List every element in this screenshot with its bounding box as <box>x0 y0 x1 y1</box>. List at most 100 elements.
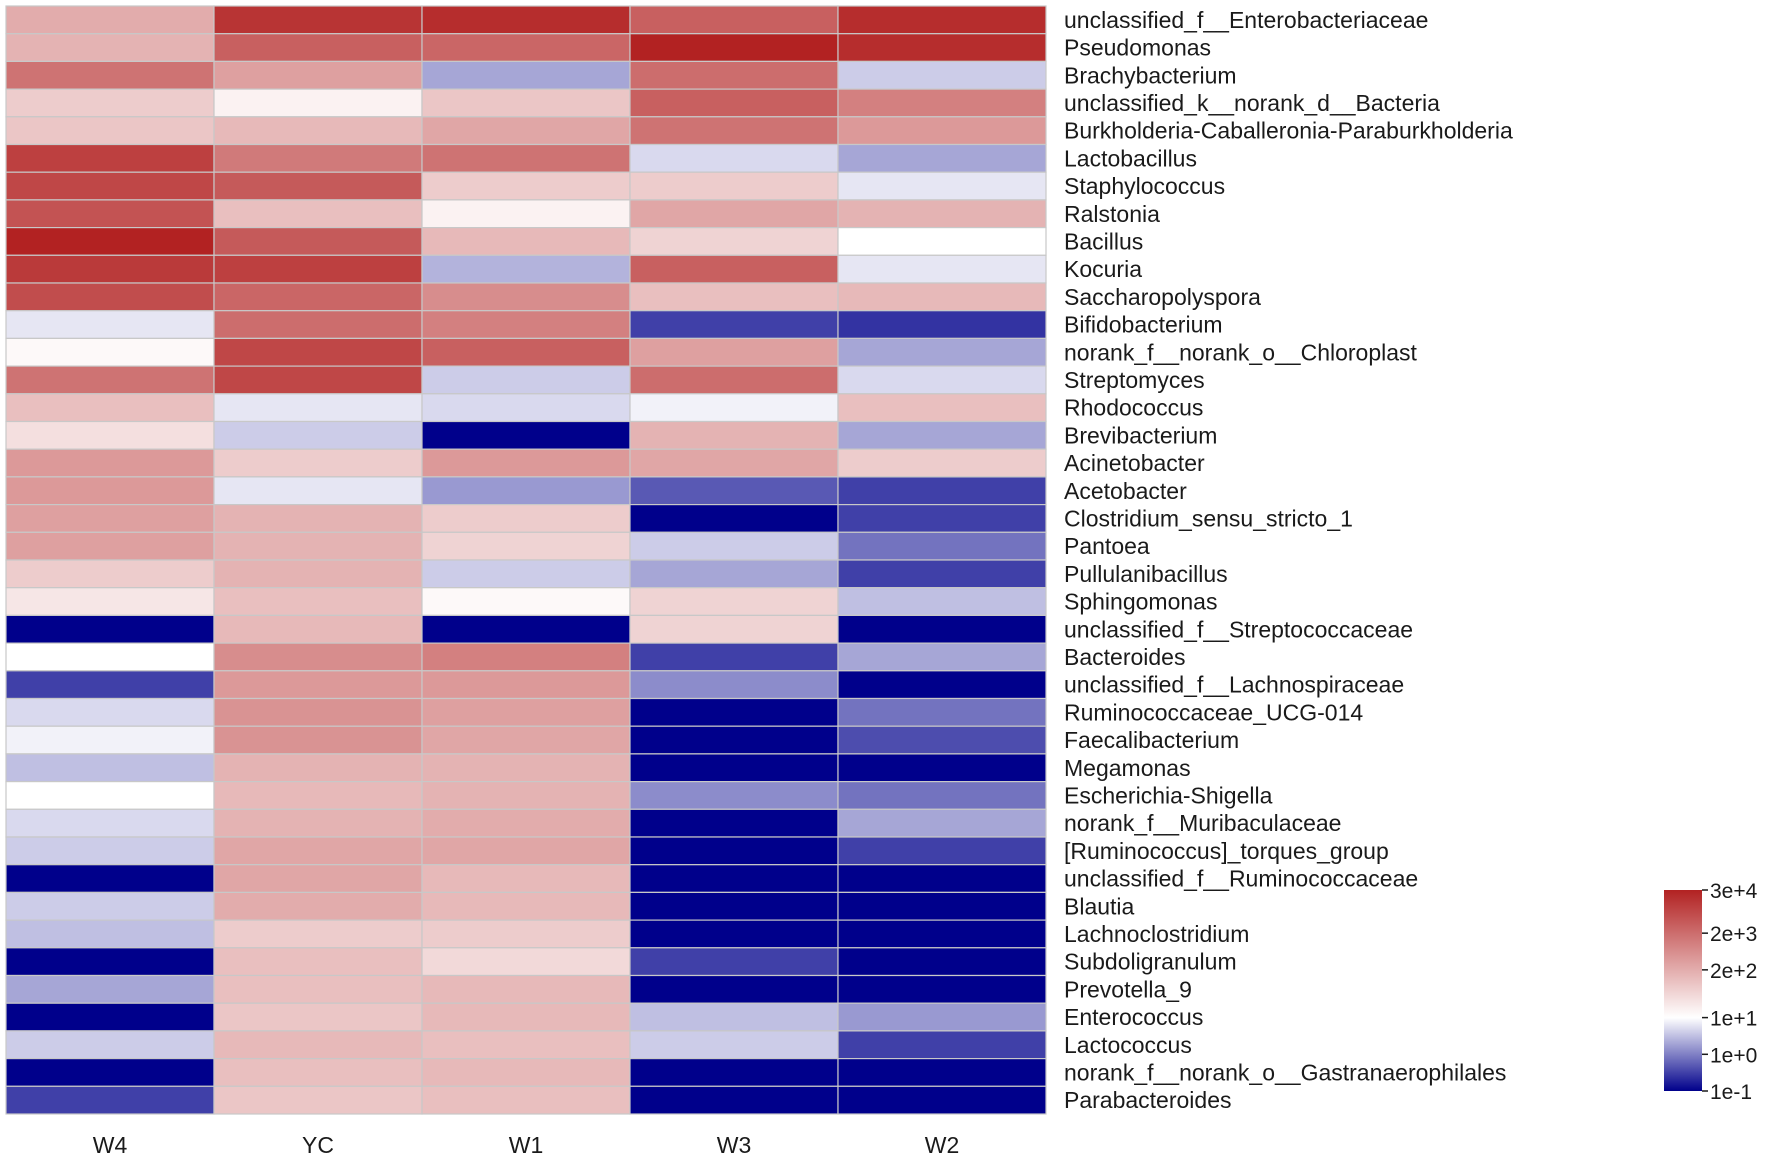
row-label: unclassified_f__Enterobacteriaceae <box>1064 7 1428 33</box>
heatmap-cell <box>837 974 1047 1004</box>
heatmap-cell <box>213 143 423 173</box>
row-label: unclassified_f__Lachnospiraceae <box>1064 672 1404 698</box>
heatmap-cell <box>213 587 423 617</box>
row-label: unclassified_k__norank_d__Bacteria <box>1064 90 1440 116</box>
heatmap-cell <box>213 725 423 755</box>
heatmap-cell <box>629 1057 839 1087</box>
heatmap-cell <box>629 753 839 783</box>
heatmap-cell <box>629 808 839 838</box>
heatmap-cell <box>5 116 215 146</box>
heatmap-cell <box>5 670 215 700</box>
column-labels: W4 YC W1 W3 W2 <box>93 1132 960 1155</box>
heatmap-cell <box>213 531 423 561</box>
legend-tick-label: 2e+2 <box>1710 960 1757 983</box>
heatmap-cell <box>213 1030 423 1060</box>
heatmap-cell <box>837 420 1047 450</box>
heatmap-cell <box>629 974 839 1004</box>
row-label: Brevibacterium <box>1064 422 1217 448</box>
row-label: norank_f__norank_o__Gastranaerophilales <box>1064 1059 1506 1085</box>
heatmap-cell <box>837 337 1047 367</box>
heatmap-cell <box>213 1057 423 1087</box>
heatmap-cell <box>421 614 631 644</box>
heatmap-cell <box>629 60 839 90</box>
row-label: unclassified_f__Ruminococcaceae <box>1064 866 1418 892</box>
heatmap-cell <box>213 171 423 201</box>
heatmap-cell <box>213 808 423 838</box>
heatmap-cell <box>5 891 215 921</box>
heatmap-cell <box>421 559 631 589</box>
row-label: Acinetobacter <box>1064 450 1205 476</box>
heatmap-cell <box>213 448 423 478</box>
heatmap-cell <box>837 531 1047 561</box>
heatmap-cell <box>421 337 631 367</box>
heatmap-cell <box>629 697 839 727</box>
row-label: Staphylococcus <box>1064 173 1225 199</box>
heatmap-cell <box>421 808 631 838</box>
heatmap-cell <box>213 670 423 700</box>
heatmap-cell <box>629 143 839 173</box>
heatmap-cell <box>421 393 631 423</box>
heatmap-cell <box>213 642 423 672</box>
heatmap-cell <box>213 947 423 977</box>
heatmap-cell <box>213 614 423 644</box>
heatmap-cell <box>837 753 1047 783</box>
heatmap-cell <box>629 365 839 395</box>
heatmap-cell <box>5 725 215 755</box>
row-label: Brachybacterium <box>1064 62 1237 88</box>
row-label: Ruminococcaceae_UCG-014 <box>1064 699 1363 725</box>
heatmap-cell <box>5 753 215 783</box>
heatmap-cell <box>421 33 631 63</box>
heatmap-cell <box>5 614 215 644</box>
heatmap-cell <box>213 116 423 146</box>
heatmap-cell <box>837 780 1047 810</box>
heatmap-cell <box>837 642 1047 672</box>
heatmap-cell <box>629 282 839 312</box>
heatmap-cell <box>837 227 1047 256</box>
heatmap-cell <box>213 753 423 783</box>
heatmap-cell <box>421 642 631 672</box>
heatmap-cell <box>5 60 215 90</box>
heatmap-cell <box>5 559 215 589</box>
heatmap-cell <box>5 476 215 506</box>
heatmap-cell <box>629 88 839 118</box>
heatmap-cell <box>837 587 1047 617</box>
heatmap-cell <box>837 670 1047 700</box>
legend-tick-label: 1e+1 <box>1710 1008 1757 1031</box>
heatmap-cell <box>837 836 1047 866</box>
heatmap-cell <box>213 476 423 506</box>
row-label: Lachnoclostridium <box>1064 921 1249 947</box>
heatmap-cell <box>213 836 423 866</box>
heatmap-cell <box>5 1030 215 1060</box>
heatmap-cell <box>5 393 215 423</box>
heatmap-cell <box>629 393 839 423</box>
heatmap-cell <box>837 808 1047 838</box>
heatmap-cell <box>5 310 215 340</box>
heatmap-cell <box>5 947 215 977</box>
heatmap-cell <box>5 448 215 478</box>
heatmap-cell <box>629 587 839 617</box>
row-label: Megamonas <box>1064 755 1191 781</box>
heatmap-cell <box>421 282 631 312</box>
row-label: Acetobacter <box>1064 478 1187 504</box>
row-label: Prevotella_9 <box>1064 976 1192 1002</box>
heatmap-cell <box>213 559 423 589</box>
heatmap-cell <box>213 5 423 35</box>
heatmap-cell <box>421 725 631 755</box>
heatmap-cell <box>213 33 423 63</box>
row-label: Faecalibacterium <box>1064 727 1239 753</box>
heatmap-cell <box>837 864 1047 894</box>
heatmap-cell <box>421 199 631 229</box>
heatmap-cell <box>629 1030 839 1060</box>
heatmap-cell <box>421 531 631 561</box>
heatmap-cell <box>629 116 839 146</box>
heatmap-cell <box>5 199 215 229</box>
heatmap-cell <box>213 891 423 921</box>
heatmap-cell <box>837 919 1047 949</box>
legend-tick-label: 1e-1 <box>1710 1081 1752 1104</box>
heatmap-cell <box>629 1085 839 1115</box>
heatmap-cell <box>213 864 423 894</box>
heatmap-cell <box>5 504 215 533</box>
heatmap-cell <box>5 1002 215 1032</box>
row-label: [Ruminococcus]_torques_group <box>1064 838 1389 864</box>
